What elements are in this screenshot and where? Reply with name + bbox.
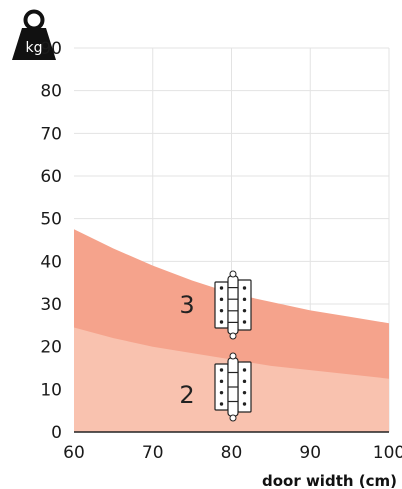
y-tick-label: 60 xyxy=(40,167,62,187)
two-knuckle-hinge-icon xyxy=(214,352,252,422)
unit-label: kg xyxy=(26,40,43,56)
y-tick-label: 10 xyxy=(40,380,62,400)
y-tick-label: 0 xyxy=(51,423,62,443)
series-label-3: 3 xyxy=(179,291,194,319)
x-axis-label: door width (cm) xyxy=(262,472,397,489)
three-knuckle-hinge-icon xyxy=(214,270,252,340)
y-tick-label: 70 xyxy=(40,124,62,144)
x-tick-label: 70 xyxy=(142,443,164,463)
x-tick-label: 80 xyxy=(221,443,243,463)
y-tick-label: 90 xyxy=(40,39,62,59)
y-tick-labels: 0 10 20 30 40 50 60 70 80 90 xyxy=(40,39,62,443)
y-tick-label: 40 xyxy=(40,252,62,272)
x-tick-label: 90 xyxy=(299,443,321,463)
series-label-2: 2 xyxy=(179,381,194,409)
y-tick-label: 50 xyxy=(40,210,62,230)
weight-kg-icon: kg xyxy=(12,9,56,60)
y-tick-label: 30 xyxy=(40,295,62,315)
x-tick-label: 60 xyxy=(63,443,85,463)
hinge-icons xyxy=(214,270,252,422)
x-tick-labels: 60 70 80 90 100 xyxy=(63,443,402,463)
y-tick-label: 80 xyxy=(40,82,62,102)
y-tick-label: 20 xyxy=(40,338,62,358)
x-tick-label: 100 xyxy=(373,443,402,463)
